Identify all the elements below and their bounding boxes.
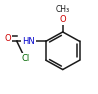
Text: Cl: Cl <box>22 54 30 63</box>
Text: CH₃: CH₃ <box>56 5 70 14</box>
Text: HN: HN <box>22 37 35 46</box>
Text: O: O <box>5 34 11 43</box>
Text: O: O <box>59 15 66 24</box>
